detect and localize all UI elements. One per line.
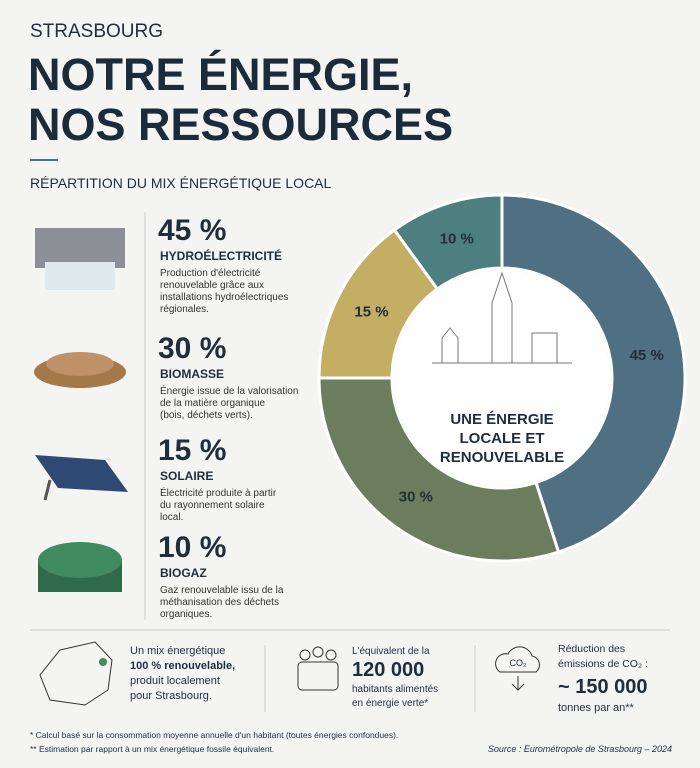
city: STRASBOURG: [30, 21, 163, 42]
stat-line: pour Strasbourg.: [130, 690, 212, 702]
value-label: 45 %: [158, 214, 226, 247]
donut-slice: [317, 376, 561, 563]
description: du rayonnement solaire: [160, 500, 265, 511]
stat-line: produit localement: [130, 675, 220, 687]
category-label: BIOGAZ: [160, 566, 207, 580]
stat-line: en énergie verte*: [352, 698, 428, 709]
description: Électricité produite à partir: [160, 486, 277, 499]
cathedral-icon: [432, 271, 572, 364]
stat-line: 100 % renouvelable,: [130, 660, 235, 672]
stat-line: 120 000: [352, 659, 424, 681]
stat-line: émissions de CO₂ :: [558, 658, 648, 670]
description: organiques.: [160, 609, 212, 620]
description: Énergie issue de la valorisation: [160, 384, 298, 397]
donut-center: [394, 270, 610, 486]
hydro-icon: [35, 228, 125, 290]
title-line: NOS RESSOURCES: [28, 99, 453, 150]
slice-label: 45 %: [630, 347, 664, 364]
value-label: 10 %: [158, 531, 226, 564]
solar-icon: [35, 455, 128, 501]
stat-line: ~ 150 000: [558, 676, 648, 698]
donut-slice: [392, 193, 504, 292]
slice-label: 30 %: [399, 489, 433, 506]
center-label: RENOUVELABLE: [440, 449, 564, 466]
biogas-icon: [38, 542, 122, 592]
category-label: BIOMASSE: [160, 367, 224, 381]
value-label: 15 %: [158, 434, 226, 467]
people-icon: [297, 646, 339, 691]
description: Production d'électricité: [160, 268, 261, 279]
center-label: LOCALE ET: [460, 430, 545, 447]
note: * Calcul basé sur la consommation moyenn…: [30, 730, 398, 740]
description: méthanisation des déchets: [160, 597, 279, 608]
note: ** Estimation par rapport à un mix énerg…: [30, 744, 274, 754]
description: renouvelable grâce aux: [160, 280, 264, 291]
category-label: HYDROÉLECTRICITÉ: [160, 248, 282, 263]
description: régionales.: [160, 304, 209, 315]
stat-line: Réduction des: [558, 643, 625, 655]
donut-slice: [500, 193, 687, 554]
biomass-icon: [34, 352, 126, 388]
stat-line: L'équivalent de la: [352, 646, 430, 657]
center-label: UNE ÉNERGIE: [450, 411, 553, 428]
description: installations hydroélectriques: [160, 292, 288, 303]
subtitle: RÉPARTITION DU MIX ÉNERGÉTIQUE LOCAL: [30, 175, 332, 191]
slice-label: 10 %: [440, 231, 474, 248]
description: (bois, déchets verts).: [160, 410, 253, 421]
description: Gaz renouvelable issu de la: [160, 585, 284, 596]
category-label: SOLAIRE: [160, 469, 213, 483]
france-icon: [39, 641, 113, 706]
map-dot: [99, 658, 107, 666]
slice-label: 15 %: [354, 303, 388, 320]
value-label: 30 %: [158, 332, 226, 365]
description: local.: [160, 512, 183, 523]
stat-line: habitants alimentés: [352, 684, 438, 695]
title-line: NOTRE ÉNERGIE,: [28, 49, 413, 100]
icon-label: CO₂: [510, 658, 528, 668]
description: de la matière organique: [160, 398, 266, 409]
stat-line: tonnes par an**: [558, 702, 635, 714]
source: Source : Eurométropole de Strasbourg – 2…: [488, 744, 672, 754]
co2-icon: [495, 646, 540, 691]
stat-line: Un mix énergétique: [130, 645, 225, 657]
